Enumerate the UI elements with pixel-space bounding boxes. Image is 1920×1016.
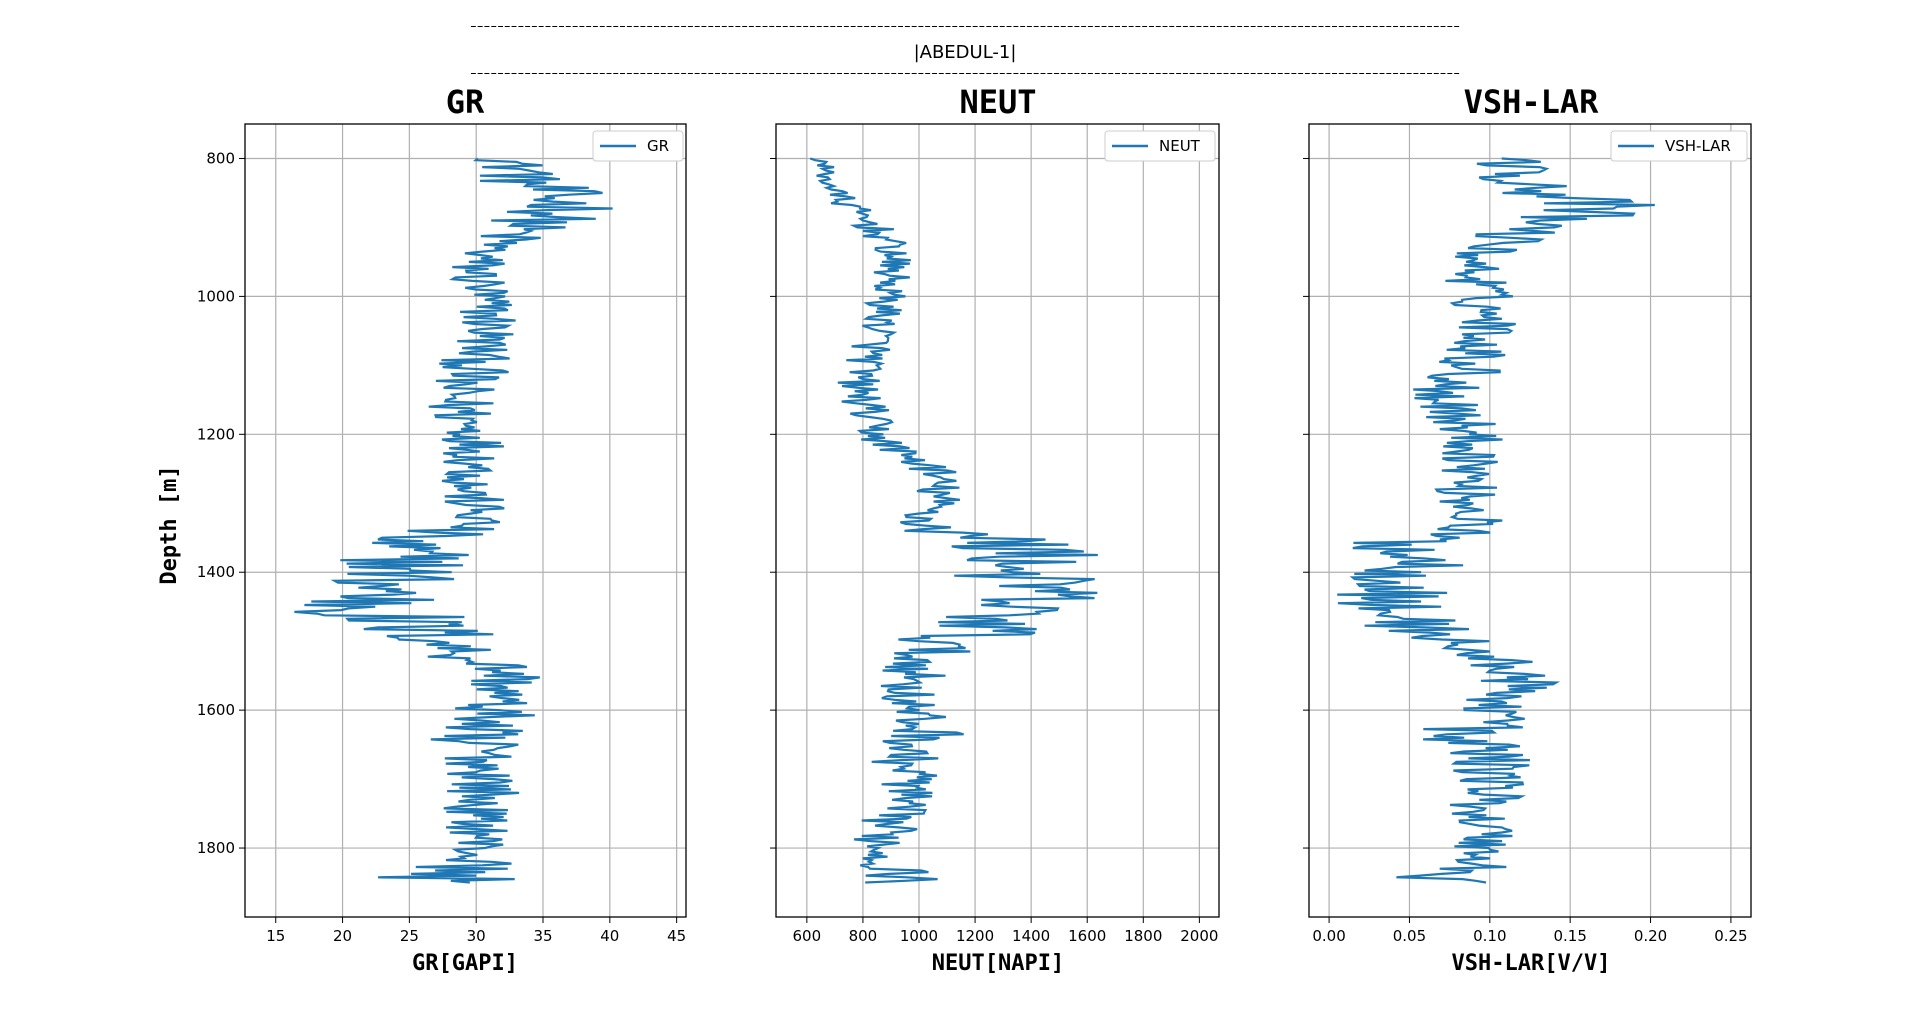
x-tick-label: 0.25 (1714, 927, 1747, 945)
x-tick-label: 2000 (1180, 927, 1218, 945)
gr-curve (294, 157, 613, 884)
x-tick-label: 30 (467, 927, 486, 945)
vsh-lar-track-title: VSH-LAR (1464, 83, 1600, 121)
neut-curve (809, 157, 1098, 884)
vsh-lar-frame (1308, 123, 1752, 918)
gr-plot-area: 15 20 25 30 35 40 45 800 1000 1200 1400 1600 1800 (197, 123, 687, 945)
y-tick-label: 1600 (197, 701, 235, 719)
vsh-lar-legend-box (1610, 130, 1748, 162)
y-tick-label: 1800 (197, 839, 235, 857)
x-tick-label: 1800 (1124, 927, 1162, 945)
x-tick-label: 15 (266, 927, 285, 945)
header-dashes-bottom: ----------------------------------------… (470, 66, 1460, 80)
gr-legend: GR (592, 130, 684, 162)
neut-frame (775, 123, 1220, 918)
vsh-lar-x-axis-label: VSH-LAR[V/V] (1452, 951, 1611, 976)
vsh-lar-curve (1337, 157, 1655, 884)
gr-track: GR GR[GAPI] 15 20 25 30 35 40 45 800 1000 1200 140… (197, 83, 687, 976)
x-tick-label: 0.00 (1312, 927, 1345, 945)
x-tick-label: 25 (400, 927, 419, 945)
neut-plot-area: 600 800 1000 1200 1400 1600 1800 2000 (770, 123, 1220, 945)
x-tick-label: 40 (600, 927, 619, 945)
neut-legend-box (1104, 130, 1216, 162)
y-tick-label: 1200 (197, 425, 235, 443)
vsh-lar-legend: VSH-LAR (1610, 130, 1748, 162)
x-tick-label: 0.15 (1553, 927, 1586, 945)
gr-legend-box (592, 130, 684, 162)
gr-legend-label: GR (647, 137, 669, 155)
x-tick-label: 45 (667, 927, 686, 945)
y-axis-label: Depth [m] (157, 465, 182, 584)
y-tick-label: 1000 (197, 287, 235, 305)
header-dashes-top: ----------------------------------------… (470, 19, 1460, 33)
neut-legend-label: NEUT (1159, 137, 1201, 155)
y-tick-label: 800 (206, 149, 235, 167)
vsh-lar-plot-area: 0.00 0.05 0.10 0.15 0.20 0.25 (1303, 123, 1752, 945)
x-tick-label: 0.20 (1634, 927, 1667, 945)
gr-x-axis-label: GR[GAPI] (412, 951, 518, 976)
x-tick-label: 1200 (956, 927, 994, 945)
well-name: |ABEDUL-1| (914, 42, 1017, 63)
neut-track: NEUT NEUT[NAPI] 600 800 1000 1200 1400 1600 18… (770, 83, 1220, 976)
vsh-lar-legend-label: VSH-LAR (1665, 137, 1731, 155)
x-tick-label: 1400 (1012, 927, 1050, 945)
neut-track-title: NEUT (959, 83, 1036, 121)
x-tick-label: 35 (533, 927, 552, 945)
x-tick-label: 1000 (900, 927, 938, 945)
x-tick-label: 800 (849, 927, 878, 945)
x-tick-label: 600 (793, 927, 822, 945)
neut-x-axis-label: NEUT[NAPI] (932, 951, 1064, 976)
x-tick-label: 1600 (1068, 927, 1106, 945)
vsh-lar-track: VSH-LAR VSH-LAR[V/V] 0.00 0.05 0.10 0.15 0.2… (1303, 83, 1752, 976)
y-tick-label: 1400 (197, 563, 235, 581)
x-tick-label: 20 (333, 927, 352, 945)
x-tick-label: 0.10 (1473, 927, 1506, 945)
x-tick-label: 0.05 (1393, 927, 1426, 945)
gr-track-title: GR (446, 83, 485, 121)
gr-frame (244, 123, 687, 918)
neut-legend: NEUT (1104, 130, 1216, 162)
